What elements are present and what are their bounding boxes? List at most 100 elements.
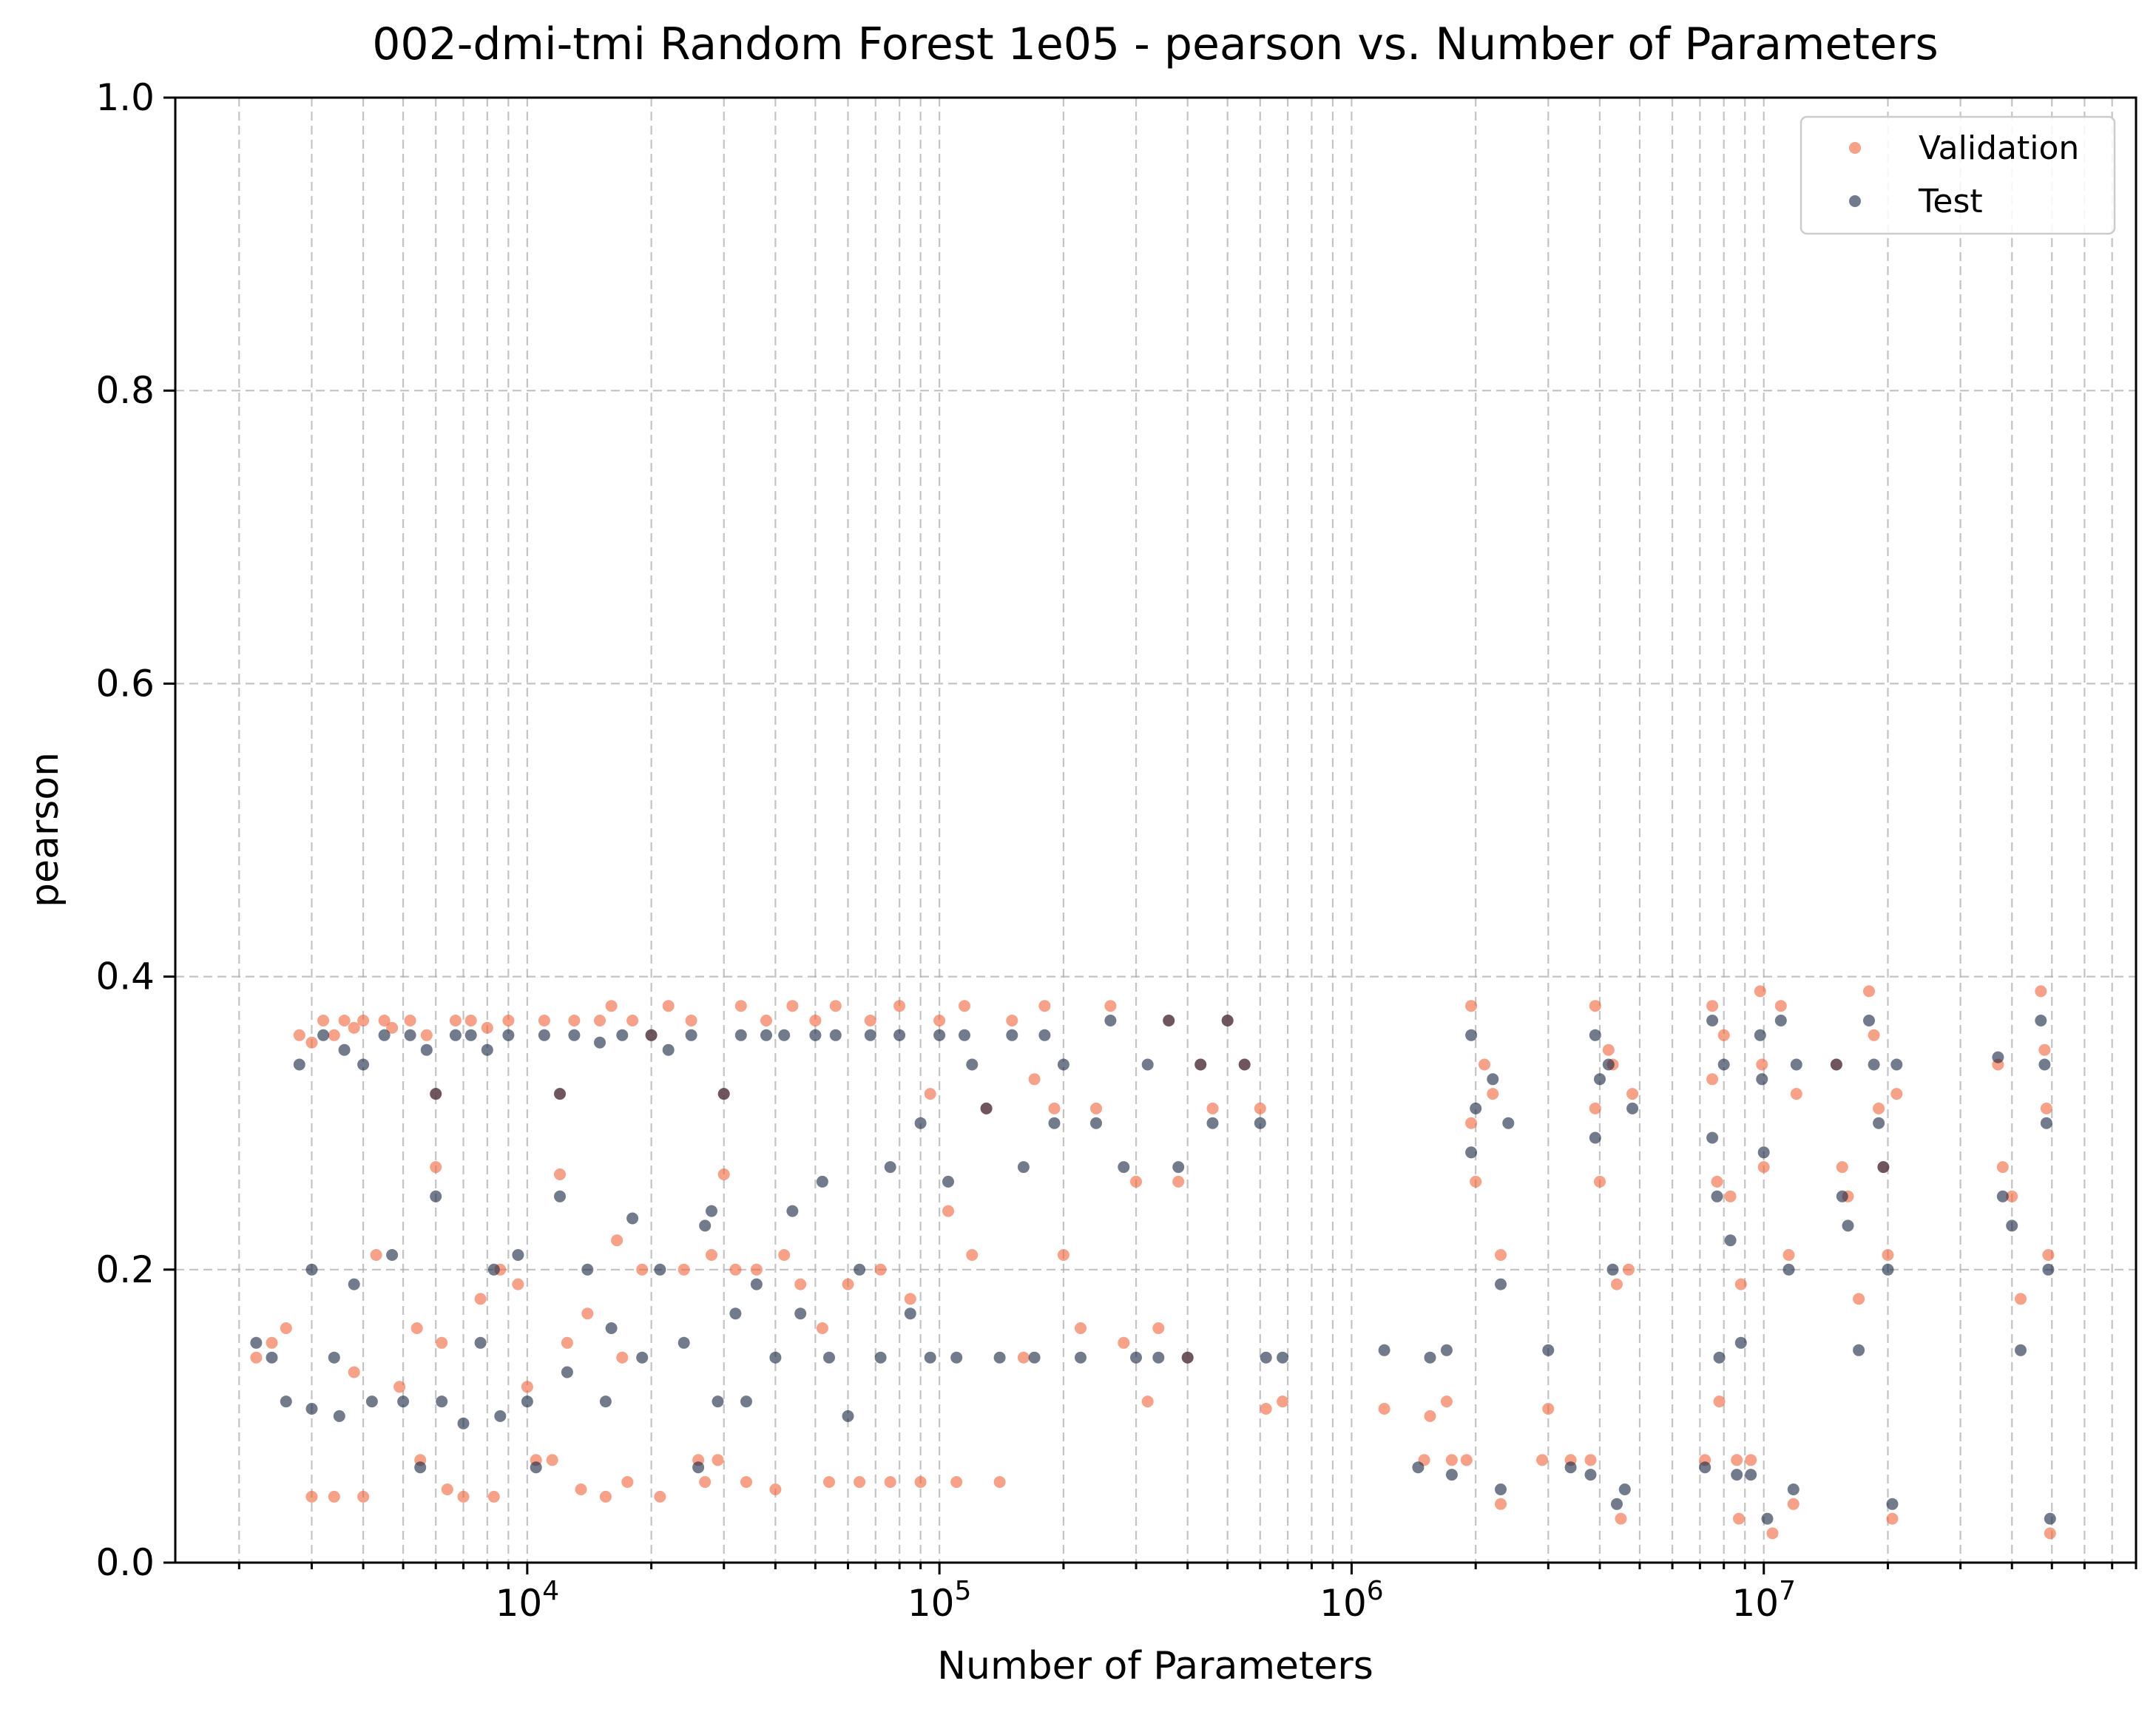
- grid: [175, 96, 2138, 1564]
- data-point: [430, 1161, 442, 1174]
- data-point: [924, 1088, 936, 1100]
- data-point: [1790, 1088, 1802, 1100]
- data-point: [575, 1483, 587, 1495]
- data-point: [1853, 1344, 1865, 1356]
- data-point: [1260, 1403, 1272, 1415]
- data-point: [654, 1490, 666, 1503]
- data-point: [293, 1029, 305, 1041]
- data-point: [378, 1029, 391, 1041]
- x-tick-label: 104: [496, 1576, 560, 1625]
- data-point: [884, 1476, 896, 1488]
- data-point: [874, 1263, 887, 1276]
- data-point: [1868, 1058, 1880, 1071]
- data-point: [1445, 1454, 1458, 1466]
- data-point: [1863, 1015, 1875, 1026]
- data-point: [699, 1219, 712, 1232]
- data-point: [266, 1351, 278, 1364]
- data-point: [904, 1293, 916, 1305]
- data-point: [457, 1490, 470, 1503]
- data-point: [1706, 1015, 1719, 1026]
- data-point: [487, 1263, 500, 1276]
- data-point: [414, 1461, 427, 1474]
- data-point: [712, 1454, 724, 1466]
- data-point: [386, 1249, 399, 1261]
- data-point: [1445, 1469, 1458, 1481]
- data-point: [404, 1029, 416, 1041]
- data-point: [786, 1205, 799, 1217]
- data-point: [1836, 1161, 1848, 1174]
- y-axis: 0.0 0.2 0.4 0.6 0.8 1.0: [95, 76, 175, 1584]
- data-point: [305, 1403, 318, 1415]
- data-point: [546, 1454, 558, 1466]
- data-point: [1564, 1461, 1577, 1474]
- data-point: [554, 1088, 566, 1100]
- data-point: [1470, 1175, 1482, 1188]
- data-point: [1731, 1469, 1743, 1481]
- data-point: [2044, 1512, 2056, 1525]
- data-point: [1378, 1403, 1390, 1415]
- data-point: [1706, 1131, 1719, 1144]
- data-point: [1615, 1512, 1627, 1525]
- data-point: [842, 1410, 854, 1422]
- legend-label-test: Test: [1918, 183, 1983, 220]
- data-point: [420, 1029, 433, 1041]
- data-point: [864, 1029, 876, 1041]
- y-tick-label: 0.8: [95, 369, 155, 412]
- data-point: [410, 1322, 423, 1334]
- data-point: [959, 1000, 970, 1012]
- data-point: [280, 1322, 292, 1334]
- data-point: [734, 1000, 747, 1012]
- data-point: [706, 1249, 717, 1261]
- data-point: [1717, 1029, 1730, 1041]
- data-point: [993, 1476, 1006, 1488]
- data-point: [538, 1029, 550, 1041]
- data-point: [1048, 1102, 1061, 1114]
- data-point: [864, 1015, 876, 1026]
- data-point: [2038, 1043, 2051, 1056]
- data-point: [1717, 1058, 1730, 1071]
- data-point: [2038, 1058, 2051, 1071]
- data-point: [430, 1190, 442, 1202]
- data-point: [502, 1029, 515, 1041]
- data-point: [729, 1263, 742, 1276]
- data-point: [449, 1029, 462, 1041]
- data-point: [605, 1000, 618, 1012]
- data-point: [1711, 1175, 1723, 1188]
- data-point: [378, 1015, 391, 1026]
- data-point: [1465, 1146, 1478, 1159]
- data-point: [750, 1263, 763, 1276]
- data-point: [645, 1029, 658, 1041]
- x-axis: 104 105 106 107: [237, 1563, 2138, 1625]
- data-point: [816, 1175, 828, 1188]
- data-point: [1130, 1351, 1142, 1364]
- data-point: [266, 1336, 278, 1349]
- data-point: [1075, 1322, 1087, 1334]
- data-point: [677, 1263, 690, 1276]
- data-point: [1584, 1469, 1597, 1481]
- data-point: [1774, 1015, 1787, 1026]
- data-point: [1996, 1190, 2009, 1202]
- data-point: [942, 1205, 954, 1217]
- data-point: [816, 1322, 828, 1334]
- data-point: [2044, 1527, 2056, 1540]
- data-point: [1424, 1351, 1436, 1364]
- data-point: [581, 1307, 594, 1320]
- data-point: [1048, 1117, 1061, 1129]
- data-point: [1882, 1263, 1894, 1276]
- data-point: [305, 1036, 318, 1049]
- data-point: [2040, 1117, 2052, 1129]
- data-point: [1992, 1051, 2004, 1063]
- data-point: [357, 1015, 370, 1026]
- data-point: [854, 1476, 866, 1488]
- data-point: [386, 1021, 399, 1034]
- data-point: [734, 1029, 747, 1041]
- data-point: [1623, 1263, 1635, 1276]
- data-point: [1221, 1015, 1234, 1026]
- data-point: [568, 1029, 581, 1041]
- data-point: [1090, 1117, 1102, 1129]
- data-point: [1842, 1219, 1854, 1232]
- data-point: [1606, 1263, 1619, 1276]
- data-point: [1756, 1058, 1768, 1071]
- data-point: [1470, 1102, 1482, 1114]
